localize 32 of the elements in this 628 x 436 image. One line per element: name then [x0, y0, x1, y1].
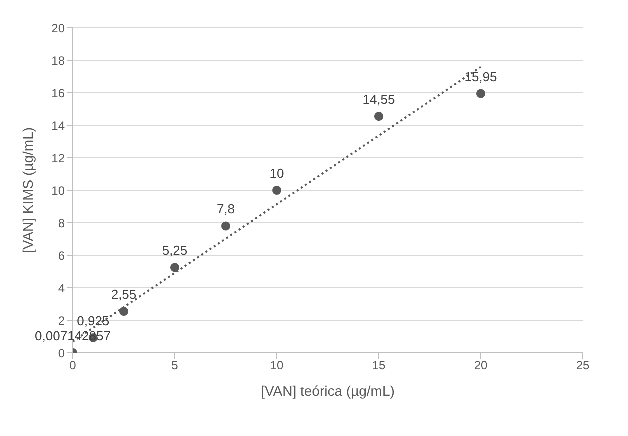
x-tick-label: 25	[576, 358, 590, 373]
point	[119, 307, 129, 316]
point	[272, 186, 282, 196]
data-label: 0,925	[77, 313, 110, 328]
y-axis-title: [VAN] KIMS (µg/mL)	[20, 127, 36, 254]
x-tick-label: 10	[270, 358, 284, 373]
y-tick-label: 16	[52, 86, 66, 100]
y-tick-label: 18	[52, 54, 66, 68]
y-tick-label: 2	[58, 314, 66, 328]
data-label: 14,55	[362, 92, 396, 108]
y-tick-label: 10	[52, 184, 66, 198]
y-tick-label: 6	[58, 248, 66, 263]
point	[221, 222, 231, 231]
point	[476, 89, 486, 98]
x-tick-label: 0	[70, 358, 77, 373]
data-label: 7,8	[216, 202, 236, 217]
y-tick-label: 0	[58, 346, 66, 360]
x-axis-title: [VAN] teórica (µg/mL)	[261, 383, 395, 399]
y-tick-label: 20	[52, 21, 66, 36]
x-tick-label: 20	[474, 358, 488, 373]
point	[374, 112, 384, 122]
data-label: 5,25	[162, 243, 188, 258]
x-tick-label: 5	[172, 358, 179, 373]
point	[170, 263, 180, 272]
data-label: 2,55	[111, 287, 137, 302]
x-tick-label: 15	[372, 358, 386, 373]
y-tick-label: 8	[58, 216, 66, 230]
y-tick-label: 14	[52, 118, 66, 133]
data-label: 15,95	[464, 69, 498, 84]
y-tick-label: 4	[58, 281, 66, 296]
data-label: 10	[270, 166, 284, 181]
y-tick-label: 12	[52, 151, 66, 166]
